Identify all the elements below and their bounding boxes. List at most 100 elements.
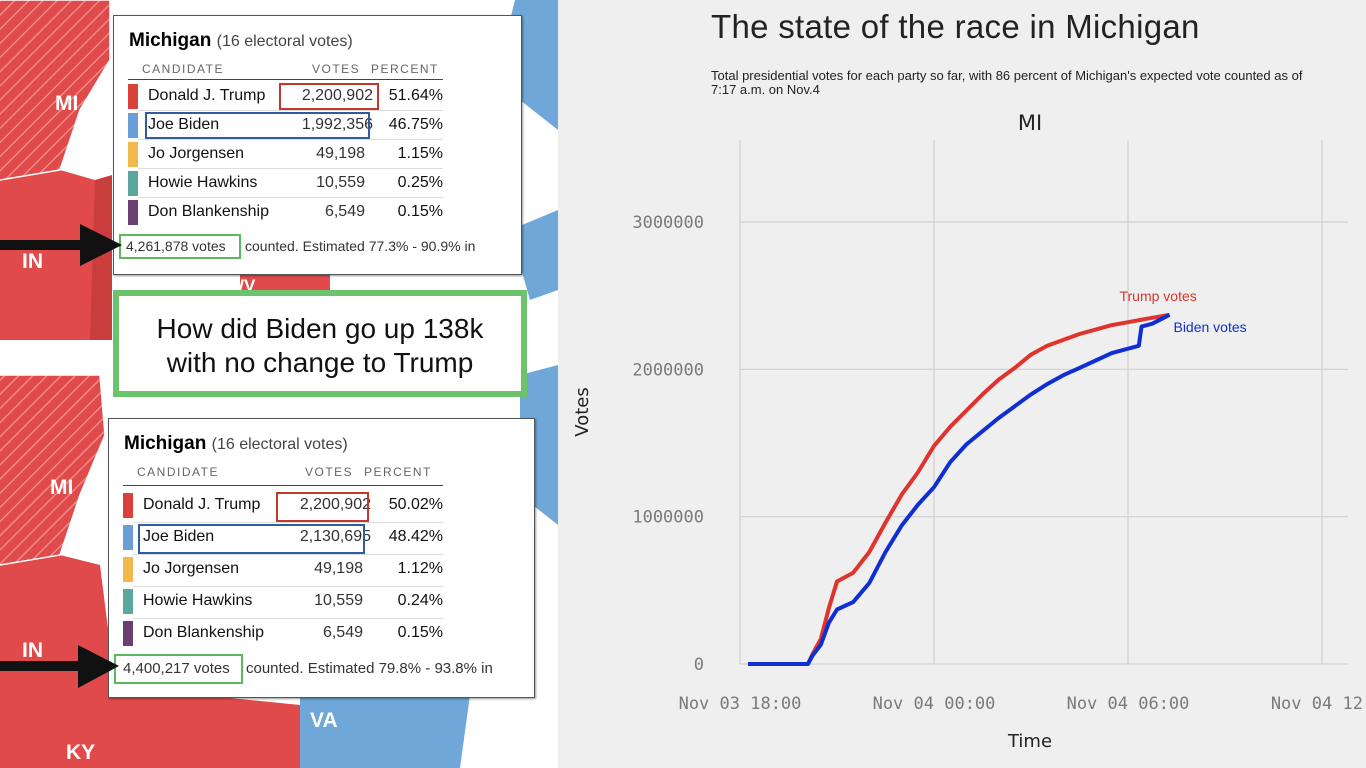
candidate-votes: 49,198	[314, 560, 363, 577]
arrow-icon	[0, 224, 122, 266]
candidate-votes: 2,200,902	[299, 496, 371, 513]
candidate-votes: 6,549	[322, 624, 363, 641]
party-swatch	[123, 621, 133, 646]
bottom-results-table: Michigan (16 electoral votes) CANDIDATE …	[108, 418, 535, 698]
candidate-percent: 0.25%	[397, 174, 443, 191]
chart-panel: The state of the race in Michigan Total …	[558, 0, 1366, 768]
candidate-votes: 10,559	[314, 592, 363, 609]
header-candidate: CANDIDATE	[137, 465, 219, 479]
candidate-votes: 6,549	[324, 203, 365, 220]
x-tick-label: Nov 03 18:00	[679, 694, 802, 714]
y-tick-label: 1000000	[632, 508, 704, 528]
table-row-blankenship: Don Blankenship 6,549 0.15%	[123, 619, 443, 651]
candidate-percent: 46.75%	[388, 116, 443, 133]
candidate-name: Jo Jorgensen	[148, 145, 245, 162]
header-percent: PERCENT	[364, 465, 432, 479]
table-row-biden: Joe Biden 2,130,695 48.42%	[123, 523, 443, 555]
header-votes: VOTES	[305, 465, 354, 479]
y-tick-label: 0	[694, 655, 704, 675]
question-line-2: with no change to Trump	[166, 347, 474, 378]
state-label-mi: MI	[55, 92, 79, 115]
total-votes-highlight	[114, 654, 243, 684]
state-label-va: VA	[310, 709, 338, 732]
biden-row-highlight	[138, 524, 365, 554]
biden-row-highlight	[145, 112, 370, 139]
counted-estimate: counted. Estimated 79.8% - 93.8% in	[246, 660, 493, 677]
candidate-percent: 0.15%	[397, 203, 443, 220]
table-row-jorgensen: Jo Jorgensen 49,198 1.15%	[128, 140, 443, 169]
candidate-name: Donald J. Trump	[143, 496, 261, 513]
trump-series-label: Trump votes	[1119, 288, 1196, 304]
results-title: Michigan (16 electoral votes)	[129, 30, 353, 51]
table-row-hawkins: Howie Hawkins 10,559 0.24%	[123, 587, 443, 619]
candidate-name: Joe Biden	[143, 528, 215, 545]
state-label-in: IN	[22, 250, 43, 273]
x-axis-title: Time	[1007, 731, 1052, 752]
state-label-in-2: IN	[22, 639, 43, 662]
candidate-name: Don Blankenship	[148, 203, 269, 220]
x-tick-label: Nov 04 06:00	[1067, 694, 1190, 714]
header-votes: VOTES	[312, 62, 361, 76]
trump-votes-highlight	[276, 492, 369, 522]
candidate-name: Joe Biden	[148, 116, 220, 133]
candidate-name: Howie Hawkins	[148, 174, 258, 191]
chart-title: The state of the race in Michigan	[711, 8, 1200, 45]
header-divider	[123, 485, 443, 486]
party-swatch	[128, 84, 138, 109]
total-votes: 4,261,878 votes	[126, 238, 226, 254]
candidate-name: Howie Hawkins	[143, 592, 253, 609]
candidate-percent: 0.15%	[397, 624, 443, 641]
party-swatch	[128, 142, 138, 167]
candidate-name: Don Blankenship	[143, 624, 264, 641]
party-swatch	[123, 557, 133, 582]
candidate-name: Jo Jorgensen	[143, 560, 240, 577]
facet-title: MI	[1018, 111, 1042, 135]
table-row-trump: Donald J. Trump 2,200,902 51.64%	[128, 82, 443, 111]
table-row-hawkins: Howie Hawkins 10,559 0.25%	[128, 169, 443, 198]
candidate-percent: 48.42%	[388, 528, 443, 545]
chart-ticks: Nov 03 18:00 Nov 04 00:00 Nov 04 06:00 Nov …	[632, 213, 1366, 714]
line-chart: Nov 03 18:00 Nov 04 00:00 Nov 04 06:00 Nov …	[572, 111, 1366, 752]
candidate-percent: 1.15%	[397, 145, 443, 162]
party-swatch	[123, 493, 133, 518]
counted-estimate: counted. Estimated 77.3% - 90.9% in	[245, 238, 476, 254]
trump-votes-highlight	[279, 83, 379, 110]
arrow-icon	[0, 645, 119, 688]
x-tick-label: Nov 04 12:	[1271, 694, 1366, 714]
results-title: Michigan (16 electoral votes)	[124, 433, 348, 454]
trump-series-line	[748, 312, 1170, 666]
party-swatch	[123, 589, 133, 614]
candidate-percent: 50.02%	[388, 496, 443, 513]
candidate-votes: 49,198	[316, 145, 365, 162]
header-percent: PERCENT	[371, 62, 439, 76]
candidate-name: Donald J. Trump	[148, 87, 266, 104]
table-row-biden: Joe Biden 1,992,356 46.75%	[128, 111, 443, 140]
candidate-votes: 2,200,902	[301, 87, 373, 104]
candidate-votes: 2,130,695	[299, 528, 371, 545]
candidate-percent: 51.64%	[388, 87, 443, 104]
party-swatch	[123, 525, 133, 550]
header-candidate: CANDIDATE	[142, 62, 224, 76]
biden-series-label: Biden votes	[1173, 319, 1246, 335]
table-row-blankenship: Don Blankenship 6,549 0.15%	[128, 198, 443, 227]
top-results-table: Michigan (16 electoral votes) CANDIDATE …	[113, 15, 522, 275]
y-axis-title: Votes	[572, 387, 593, 436]
chart-subtitle: Total presidential votes for each party …	[711, 68, 1303, 97]
y-tick-label: 3000000	[632, 213, 704, 233]
candidate-votes: 10,559	[316, 174, 365, 191]
y-tick-label: 2000000	[632, 360, 704, 380]
table-row-trump: Donald J. Trump 2,200,902 50.02%	[123, 491, 443, 523]
party-swatch	[128, 171, 138, 196]
chart-series: Trump votes Biden votes	[748, 288, 1247, 666]
chart-grid	[739, 140, 1348, 665]
candidate-percent: 1.12%	[397, 560, 443, 577]
x-tick-label: Nov 04 00:00	[873, 694, 996, 714]
candidate-percent: 0.24%	[397, 592, 443, 609]
biden-series-line	[748, 313, 1171, 666]
total-votes: 4,400,217 votes	[123, 660, 230, 677]
question-callout: How did Biden go up 138k with no change …	[113, 290, 527, 397]
candidate-votes: 1,992,356	[301, 116, 373, 133]
left-screenshot-collage: MI IN WV MI IN VA KY Michigan (16 elect	[0, 0, 558, 768]
party-swatch	[128, 113, 138, 138]
state-label-ky: KY	[66, 741, 96, 764]
